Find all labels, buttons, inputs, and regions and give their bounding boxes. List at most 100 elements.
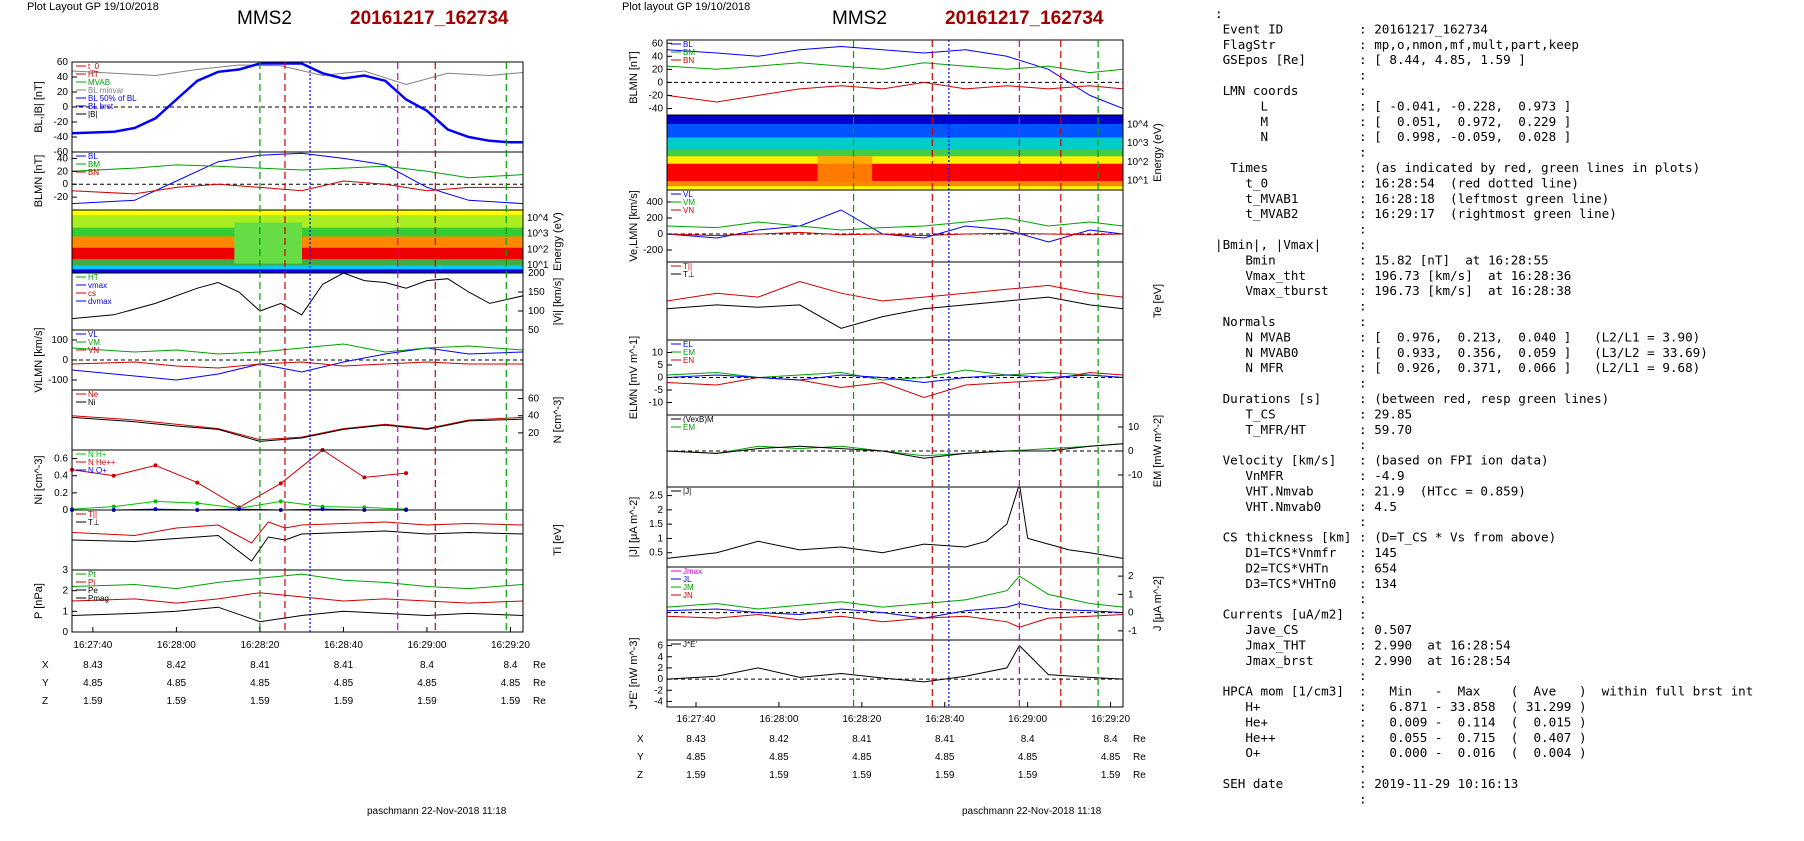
panel-ylabel: Ti [eV] — [552, 524, 564, 555]
density-marker — [278, 499, 283, 504]
spectrogram-band-1-1-7 — [667, 186, 1123, 191]
summary-line: Normals : — [1215, 314, 1367, 329]
y-tick-label: -20 — [649, 90, 664, 101]
coord-value: 1.59 — [935, 770, 955, 781]
y-tick-label: -40 — [649, 103, 664, 114]
coord-value: 4.85 — [250, 678, 270, 689]
summary-line: Jmax_THT : 2.990 at 16:28:54 — [1215, 637, 1511, 652]
density-marker — [320, 507, 325, 512]
legend-label: JM — [683, 583, 694, 592]
legend-label: Pt — [88, 570, 96, 579]
y-tick-label: 0.4 — [54, 471, 68, 482]
coord-value: 8.41 — [852, 734, 872, 745]
series-line-4-0 — [72, 347, 523, 381]
coord-value: 8.42 — [769, 734, 789, 745]
y-tick-label: 0 — [657, 373, 663, 384]
spectrogram-band-0-2-0 — [72, 210, 523, 216]
series-line-1-2 — [72, 180, 523, 195]
panel-ylabel: BLMN [nT] — [33, 155, 45, 208]
coord-row-label: Y — [42, 678, 49, 689]
panel-frame — [666, 486, 1124, 568]
y-tick-label: 1 — [657, 533, 663, 544]
coord-value: 1.59 — [769, 770, 789, 781]
panel-frame — [71, 389, 524, 451]
spectrogram-tick-label: 10^1 — [1127, 176, 1149, 187]
plot-column-middle: Plot layout GP 19/10/2018 MMS2 20161217_16… — [622, 1, 1164, 817]
footer-author: paschmann 22-Nov-2018 11:18 — [962, 806, 1102, 817]
panel-frame — [666, 566, 1124, 641]
y-tick-label: 1 — [62, 606, 68, 617]
summary-line: Durations [s] : (between red, resp green… — [1215, 391, 1609, 406]
coord-value: 8.41 — [250, 660, 270, 671]
summary-line: CS thickness [km] : (D=T_CS * Vs from ab… — [1215, 530, 1556, 545]
y-tick-label: 100 — [51, 335, 68, 346]
panel-ylabel: |Vi| [km/s] — [552, 278, 564, 326]
coord-value: 4.85 — [852, 752, 872, 763]
panel-ylabel: P [nPa] — [33, 583, 45, 619]
panel-middle-5: -10 0 10 EM [mW m^-2] (VexB)MEM — [666, 414, 1164, 488]
spectrogram-crossing-region — [817, 156, 873, 181]
y-tick-label: -20 — [54, 117, 69, 128]
y-tick-label: 20 — [652, 64, 664, 75]
coord-value: 4.85 — [417, 678, 437, 689]
series-line-5-0 — [72, 415, 523, 441]
y-tick-label: 2 — [62, 586, 68, 597]
series-line-8-1 — [72, 592, 523, 604]
coord-value: 4.85 — [935, 752, 955, 763]
y-tick-label: 0 — [657, 674, 663, 685]
series-line-0-2 — [667, 81, 1123, 103]
series-line-3-1 — [667, 296, 1123, 329]
panel-middle-1: 10^1 10^2 10^3 10^4 Energy (eV) — [666, 114, 1164, 191]
coord-value: 4.85 — [501, 678, 521, 689]
y-tick-label: 2 — [657, 505, 663, 516]
x-tick-label: 16:29:20 — [491, 640, 530, 651]
plot-column-left: Plot Layout GP 19/10/2018 MMS2 20161217_16… — [27, 1, 564, 817]
summary-line: GSEpos [Re] : [ 8.44, 4.85, 1.59 ] — [1215, 52, 1526, 67]
legend-label: BN — [683, 56, 694, 65]
density-marker — [404, 471, 409, 476]
density-marker — [362, 475, 367, 480]
y-tick-label: -1 — [1128, 626, 1137, 637]
legend-label: T⊥ — [88, 518, 100, 527]
y-tick-label: 20 — [57, 87, 69, 98]
summary-line: : — [1215, 299, 1367, 314]
series-line-0-1 — [667, 62, 1123, 74]
legend-label: HT — [88, 273, 99, 282]
legend-label: BM — [88, 160, 100, 169]
legend-label: |J| — [683, 487, 691, 496]
y-tick-label: 60 — [528, 394, 540, 405]
summary-line: VHT.Nmvab : 21.9 (HTcc = 0.859) — [1215, 483, 1526, 498]
legend-label: T|| — [88, 510, 97, 519]
legend-label: T⊥ — [683, 270, 695, 279]
coord-value: 8.4 — [420, 660, 434, 671]
panel-ylabel: J*E' [nW m^-3] — [628, 637, 640, 709]
panel-ylabel: Te [eV] — [1152, 284, 1164, 318]
spectrogram-tick-label: 10^3 — [527, 229, 549, 240]
legend-label: MVAB — [88, 78, 110, 87]
series-line-7-2 — [667, 602, 1123, 619]
panel-ylabel: Ve,LMN [km/s] — [628, 190, 640, 262]
y-tick-label: 2.5 — [649, 491, 663, 502]
y-tick-label: 0 — [62, 355, 68, 366]
spectrogram-band-1-1-0 — [667, 115, 1123, 125]
x-tick-label: 16:27:40 — [73, 640, 112, 651]
density-marker — [153, 507, 158, 512]
summary-line: Bmin : 15.82 [nT] at 16:28:55 — [1215, 252, 1549, 267]
series-line-2-1 — [667, 217, 1123, 231]
density-marker — [195, 480, 200, 485]
summary-line: L : [ -0.041, -0.228, 0.973 ] — [1215, 98, 1571, 113]
event-summary-text: : Event ID : 20161217_162734 FlagStr : m… — [1215, 6, 1753, 806]
summary-line: : — [1215, 791, 1367, 806]
y-tick-label: 0.5 — [649, 548, 663, 559]
legend-label: N H+ — [88, 450, 107, 459]
summary-line: : — [1215, 514, 1367, 529]
coord-value: 8.4 — [1021, 734, 1035, 745]
density-marker — [278, 481, 283, 486]
legend-label: t_0 — [88, 62, 100, 71]
coord-value: 4.85 — [1018, 752, 1038, 763]
legend-label: N O+ — [88, 466, 107, 475]
coord-unit: Re — [533, 696, 546, 707]
summary-line: VnMFR : -4.9 — [1215, 468, 1405, 483]
